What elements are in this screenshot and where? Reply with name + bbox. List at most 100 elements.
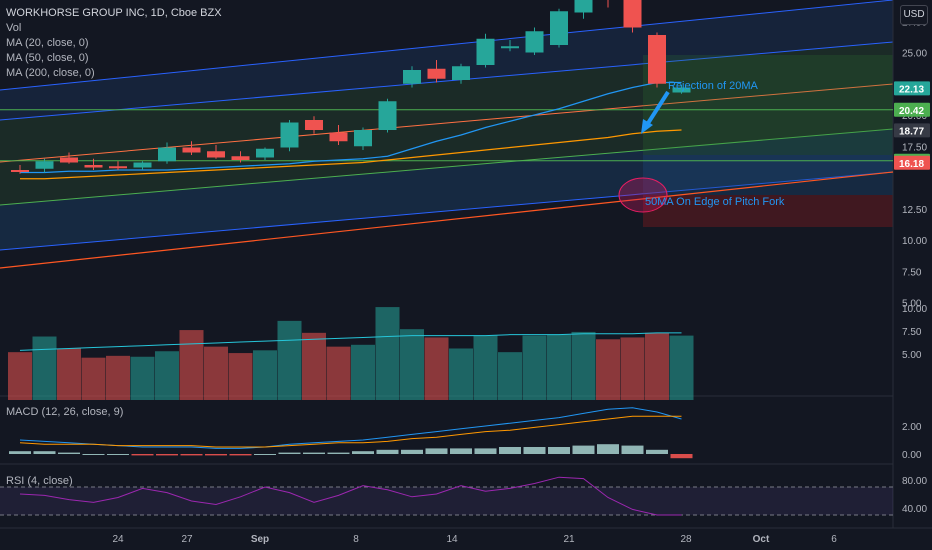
volume-bar <box>375 307 400 400</box>
ma-line-200 <box>0 171 894 269</box>
macd-signal-line <box>19 415 682 448</box>
candle <box>427 60 446 83</box>
rsi-band-fill <box>0 487 893 515</box>
time-tick-label: Oct <box>753 534 770 545</box>
macd-histogram-bar <box>450 448 472 454</box>
macd-histogram-bar <box>131 454 154 456</box>
volume-bar <box>596 339 620 400</box>
candle-body <box>648 35 666 84</box>
volume-ma-line <box>19 332 682 351</box>
time-axis-labels: 24 27 Sep 8 14 21 28 Oct 6 <box>112 534 837 545</box>
pitchfork-line-bottom <box>0 171 894 251</box>
macd-line <box>19 407 682 449</box>
candle-body <box>672 87 691 93</box>
volume-tick-label: 5.00 <box>902 350 922 361</box>
macd-histogram-bar <box>523 447 546 454</box>
candle-body <box>574 0 593 13</box>
macd-pane <box>9 407 693 459</box>
macd-histogram-bar <box>205 454 227 456</box>
candle-body <box>525 31 544 53</box>
price-tick-label: 12.50 <box>902 205 927 216</box>
rejection-annotation[interactable]: Rejection of 20MA <box>668 80 759 92</box>
neutral-zone <box>643 155 893 195</box>
pitchfork-drawing <box>0 0 894 251</box>
rejection-arrow-head <box>641 119 653 134</box>
macd-histogram-bar <box>254 454 276 455</box>
volume-bar <box>277 320 302 400</box>
candle-body <box>60 157 78 163</box>
volume-bar <box>645 332 669 400</box>
volume-bar <box>130 356 155 400</box>
pitchfork-band-bottom <box>0 129 893 250</box>
price-tick-label: 5.00 <box>902 299 922 310</box>
price-label-text: 20.42 <box>899 106 924 117</box>
volume-tick-label: 7.50 <box>902 327 922 338</box>
candle <box>11 165 29 174</box>
volume-bar <box>547 334 571 400</box>
macd-tick-label: 0.00 <box>902 450 922 461</box>
candle <box>207 145 225 159</box>
macd-histogram-bar <box>82 454 105 455</box>
ma-line-50 <box>20 129 682 180</box>
indicator-ma20[interactable]: MA (20, close, 0) <box>6 37 89 49</box>
macd-legend[interactable]: MACD (12, 26, close, 9) <box>6 406 124 418</box>
macd-histogram-bar <box>229 454 252 456</box>
candle-body <box>623 0 642 28</box>
macd-histogram-bar <box>376 449 399 454</box>
volume-bar <box>326 346 351 400</box>
pitchfork-line-4 <box>0 128 894 206</box>
indicator-ma200[interactable]: MA (200, close, 0) <box>6 67 95 79</box>
macd-histogram-bar <box>499 447 521 454</box>
candle <box>35 158 54 173</box>
candle <box>109 161 127 170</box>
macd-histogram-bar <box>474 448 497 454</box>
candle-body <box>452 66 470 80</box>
candle-body <box>158 147 176 162</box>
pitchfork-highlight-ellipse[interactable] <box>618 177 668 213</box>
time-tick-label: Sep <box>251 534 269 545</box>
candle <box>158 142 176 164</box>
macd-histogram-bar <box>278 452 301 454</box>
price-label-text: 22.13 <box>899 84 924 95</box>
macd-histogram-bar <box>670 454 693 459</box>
time-tick-label: 8 <box>353 534 359 545</box>
rsi-legend[interactable]: RSI (4, close) <box>6 475 73 487</box>
candle-body <box>256 148 274 158</box>
volume-bar <box>522 335 547 400</box>
candle <box>607 0 609 8</box>
price-tick-label: 7.50 <box>902 267 922 278</box>
volume-bar <box>424 337 449 400</box>
macd-histogram-bar <box>352 451 374 454</box>
symbol-title[interactable]: WORKHORSE GROUP INC, 1D, Cboe BZX <box>6 7 222 19</box>
axis-labels: 5.007.5010.0012.5017.5020.0025.0027.5029… <box>894 17 930 515</box>
candle-body <box>550 11 568 45</box>
time-tick-label: 28 <box>680 534 692 545</box>
volume-tick-label: 10.00 <box>902 304 927 315</box>
pitchfork-annotation[interactable]: 50MA On Edge of Pitch Fork <box>645 196 785 208</box>
volume-bar <box>571 331 596 400</box>
price-label-box <box>894 81 930 96</box>
candle <box>476 33 495 68</box>
currency-button[interactable]: USD <box>900 5 928 25</box>
horizontal-levels[interactable] <box>0 109 893 162</box>
price-label-box <box>894 123 930 138</box>
volume-bar <box>106 355 130 400</box>
candle-body <box>231 156 250 160</box>
candle <box>403 66 421 88</box>
rsi-line <box>19 476 682 516</box>
candle <box>378 98 397 133</box>
rejection-arrow[interactable] <box>643 90 670 130</box>
indicator-vol[interactable]: Vol <box>6 22 22 34</box>
indicator-ma50[interactable]: MA (50, close, 0) <box>6 52 89 64</box>
volume-bar <box>400 329 424 400</box>
volume-bar <box>228 353 253 400</box>
rsi-pane <box>0 476 893 516</box>
rsi-tick-label: 80.00 <box>902 476 927 487</box>
candle <box>256 147 274 160</box>
volume-bar <box>669 335 694 400</box>
candle <box>648 32 666 88</box>
time-tick-label: 24 <box>112 534 124 545</box>
volume-bar <box>473 335 498 400</box>
main-legend[interactable]: WORKHORSE GROUP INC, 1D, Cboe BZX Vol MA… <box>6 6 222 81</box>
